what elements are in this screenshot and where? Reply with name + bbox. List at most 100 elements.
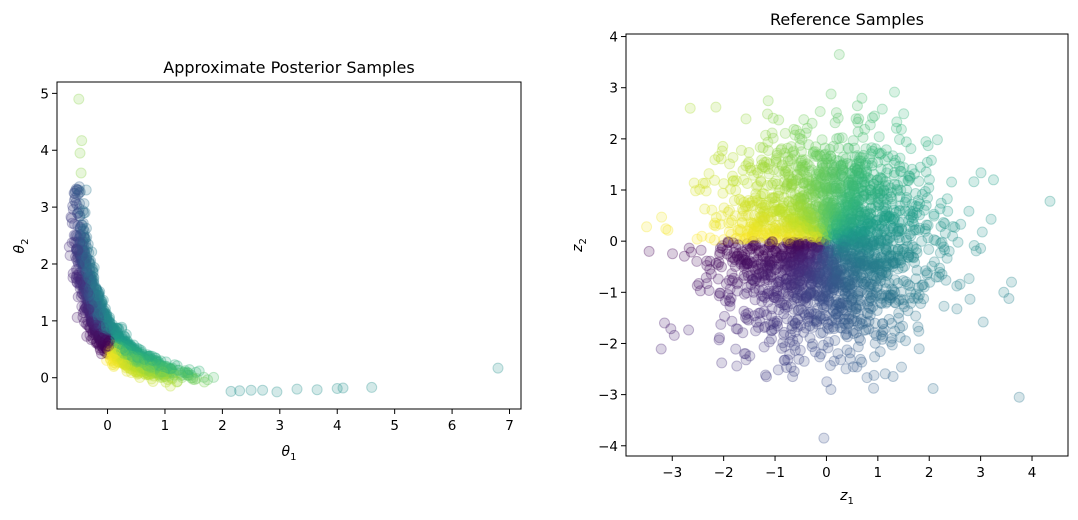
posterior-sample-point — [123, 355, 135, 367]
reference-sample-point — [879, 210, 891, 222]
posterior-sample-point — [123, 350, 135, 362]
posterior-sample-point — [90, 319, 102, 331]
posterior-sample-point — [99, 315, 110, 327]
posterior-sample-point — [135, 358, 147, 369]
posterior-sample-point — [102, 332, 114, 344]
posterior-sample-point — [366, 381, 378, 393]
posterior-sample-point — [172, 364, 184, 376]
posterior-sample-point — [92, 325, 104, 336]
reference-sample-point — [812, 165, 824, 177]
posterior-sample-point — [137, 358, 149, 370]
reference-sample-point — [745, 224, 757, 236]
reference-sample-point — [700, 185, 712, 197]
posterior-sample-point — [126, 350, 138, 362]
posterior-sample-point — [141, 367, 152, 378]
reference-sample-point — [748, 256, 760, 268]
reference-sample-point — [1006, 276, 1017, 288]
posterior-sample-point — [74, 236, 86, 248]
posterior-sample-point — [146, 364, 158, 376]
posterior-sample-point — [103, 332, 115, 344]
reference-sample-point — [718, 178, 730, 190]
posterior-sample-point — [74, 277, 86, 289]
posterior-sample-point — [75, 230, 87, 242]
posterior-sample-point — [128, 346, 140, 358]
reference-sample-point — [770, 154, 782, 166]
posterior-sample-point — [115, 340, 127, 352]
posterior-sample-point — [109, 341, 121, 353]
reference-sample-point — [881, 270, 893, 281]
posterior-sample-point — [102, 322, 114, 334]
posterior-sample-point — [80, 283, 92, 295]
posterior-sample-point — [198, 371, 210, 383]
posterior-sample-point — [86, 296, 98, 308]
posterior-sample-point — [86, 302, 98, 314]
reference-sample-point — [839, 257, 851, 269]
posterior-x-tick-label: 6 — [448, 418, 457, 434]
posterior-sample-point — [80, 281, 92, 293]
posterior-sample-point — [107, 337, 119, 349]
reference-sample-point — [819, 310, 831, 322]
posterior-y-tick-label: 4 — [40, 143, 49, 159]
posterior-sample-point — [123, 340, 135, 352]
posterior-sample-point — [71, 243, 83, 255]
reference-y-tick-label: 2 — [609, 132, 618, 148]
posterior-sample-point — [135, 356, 147, 368]
reference-sample-point — [716, 357, 728, 369]
reference-sample-point — [1044, 195, 1056, 207]
posterior-sample-point — [82, 315, 94, 327]
reference-sample-point — [896, 361, 907, 373]
posterior-sample-point — [104, 330, 116, 342]
reference-sample-point — [778, 308, 790, 320]
reference-sample-point — [759, 227, 771, 239]
reference-sample-point — [759, 272, 771, 284]
posterior-sample-point — [105, 327, 117, 338]
posterior-sample-point — [107, 326, 119, 338]
reference-sample-point — [773, 114, 785, 126]
posterior-sample-point — [102, 328, 114, 340]
reference-y-tick-label: 4 — [609, 30, 618, 46]
reference-sample-point — [716, 145, 728, 157]
posterior-sample-point — [80, 293, 92, 305]
reference-sample-point — [910, 310, 922, 322]
posterior-sample-point — [94, 321, 106, 333]
posterior-sample-point — [133, 367, 145, 378]
posterior-sample-point — [85, 290, 97, 302]
reference-sample-point — [690, 185, 702, 197]
posterior-sample-point — [164, 380, 176, 392]
posterior-sample-point — [132, 353, 144, 365]
posterior-sample-point — [145, 361, 157, 373]
reference-sample-point — [725, 228, 737, 240]
posterior-sample-point — [114, 349, 126, 361]
posterior-y-label: θ2 — [12, 239, 31, 254]
posterior-sample-point — [108, 361, 120, 372]
posterior-sample-point — [109, 349, 121, 361]
posterior-sample-point — [133, 362, 144, 374]
posterior-sample-point — [116, 346, 128, 358]
reference-sample-point — [838, 171, 850, 183]
posterior-sample-point — [120, 350, 132, 361]
posterior-sample-point — [87, 289, 99, 301]
posterior-sample-point — [74, 147, 86, 159]
reference-sample-point — [928, 210, 940, 222]
posterior-sample-point — [74, 271, 85, 283]
posterior-sample-point — [123, 350, 134, 362]
posterior-sample-point — [83, 290, 95, 302]
posterior-sample-point — [109, 339, 121, 351]
reference-sample-point — [793, 353, 805, 365]
posterior-sample-point — [331, 383, 343, 394]
reference-sample-point — [923, 244, 935, 255]
reference-sample-point — [814, 278, 826, 290]
posterior-sample-point — [129, 357, 141, 369]
reference-sample-point — [919, 265, 931, 277]
posterior-sample-point — [112, 331, 123, 343]
posterior-sample-point — [89, 315, 101, 327]
posterior-sample-point — [118, 343, 130, 355]
reference-sample-point — [701, 255, 713, 267]
posterior-sample-point — [152, 362, 164, 374]
posterior-sample-point — [164, 363, 176, 375]
posterior-sample-point — [81, 251, 93, 263]
reference-sample-point — [733, 247, 745, 259]
posterior-x-tick-label: 0 — [103, 418, 112, 434]
posterior-sample-point — [112, 330, 124, 342]
posterior-sample-point — [84, 290, 95, 302]
